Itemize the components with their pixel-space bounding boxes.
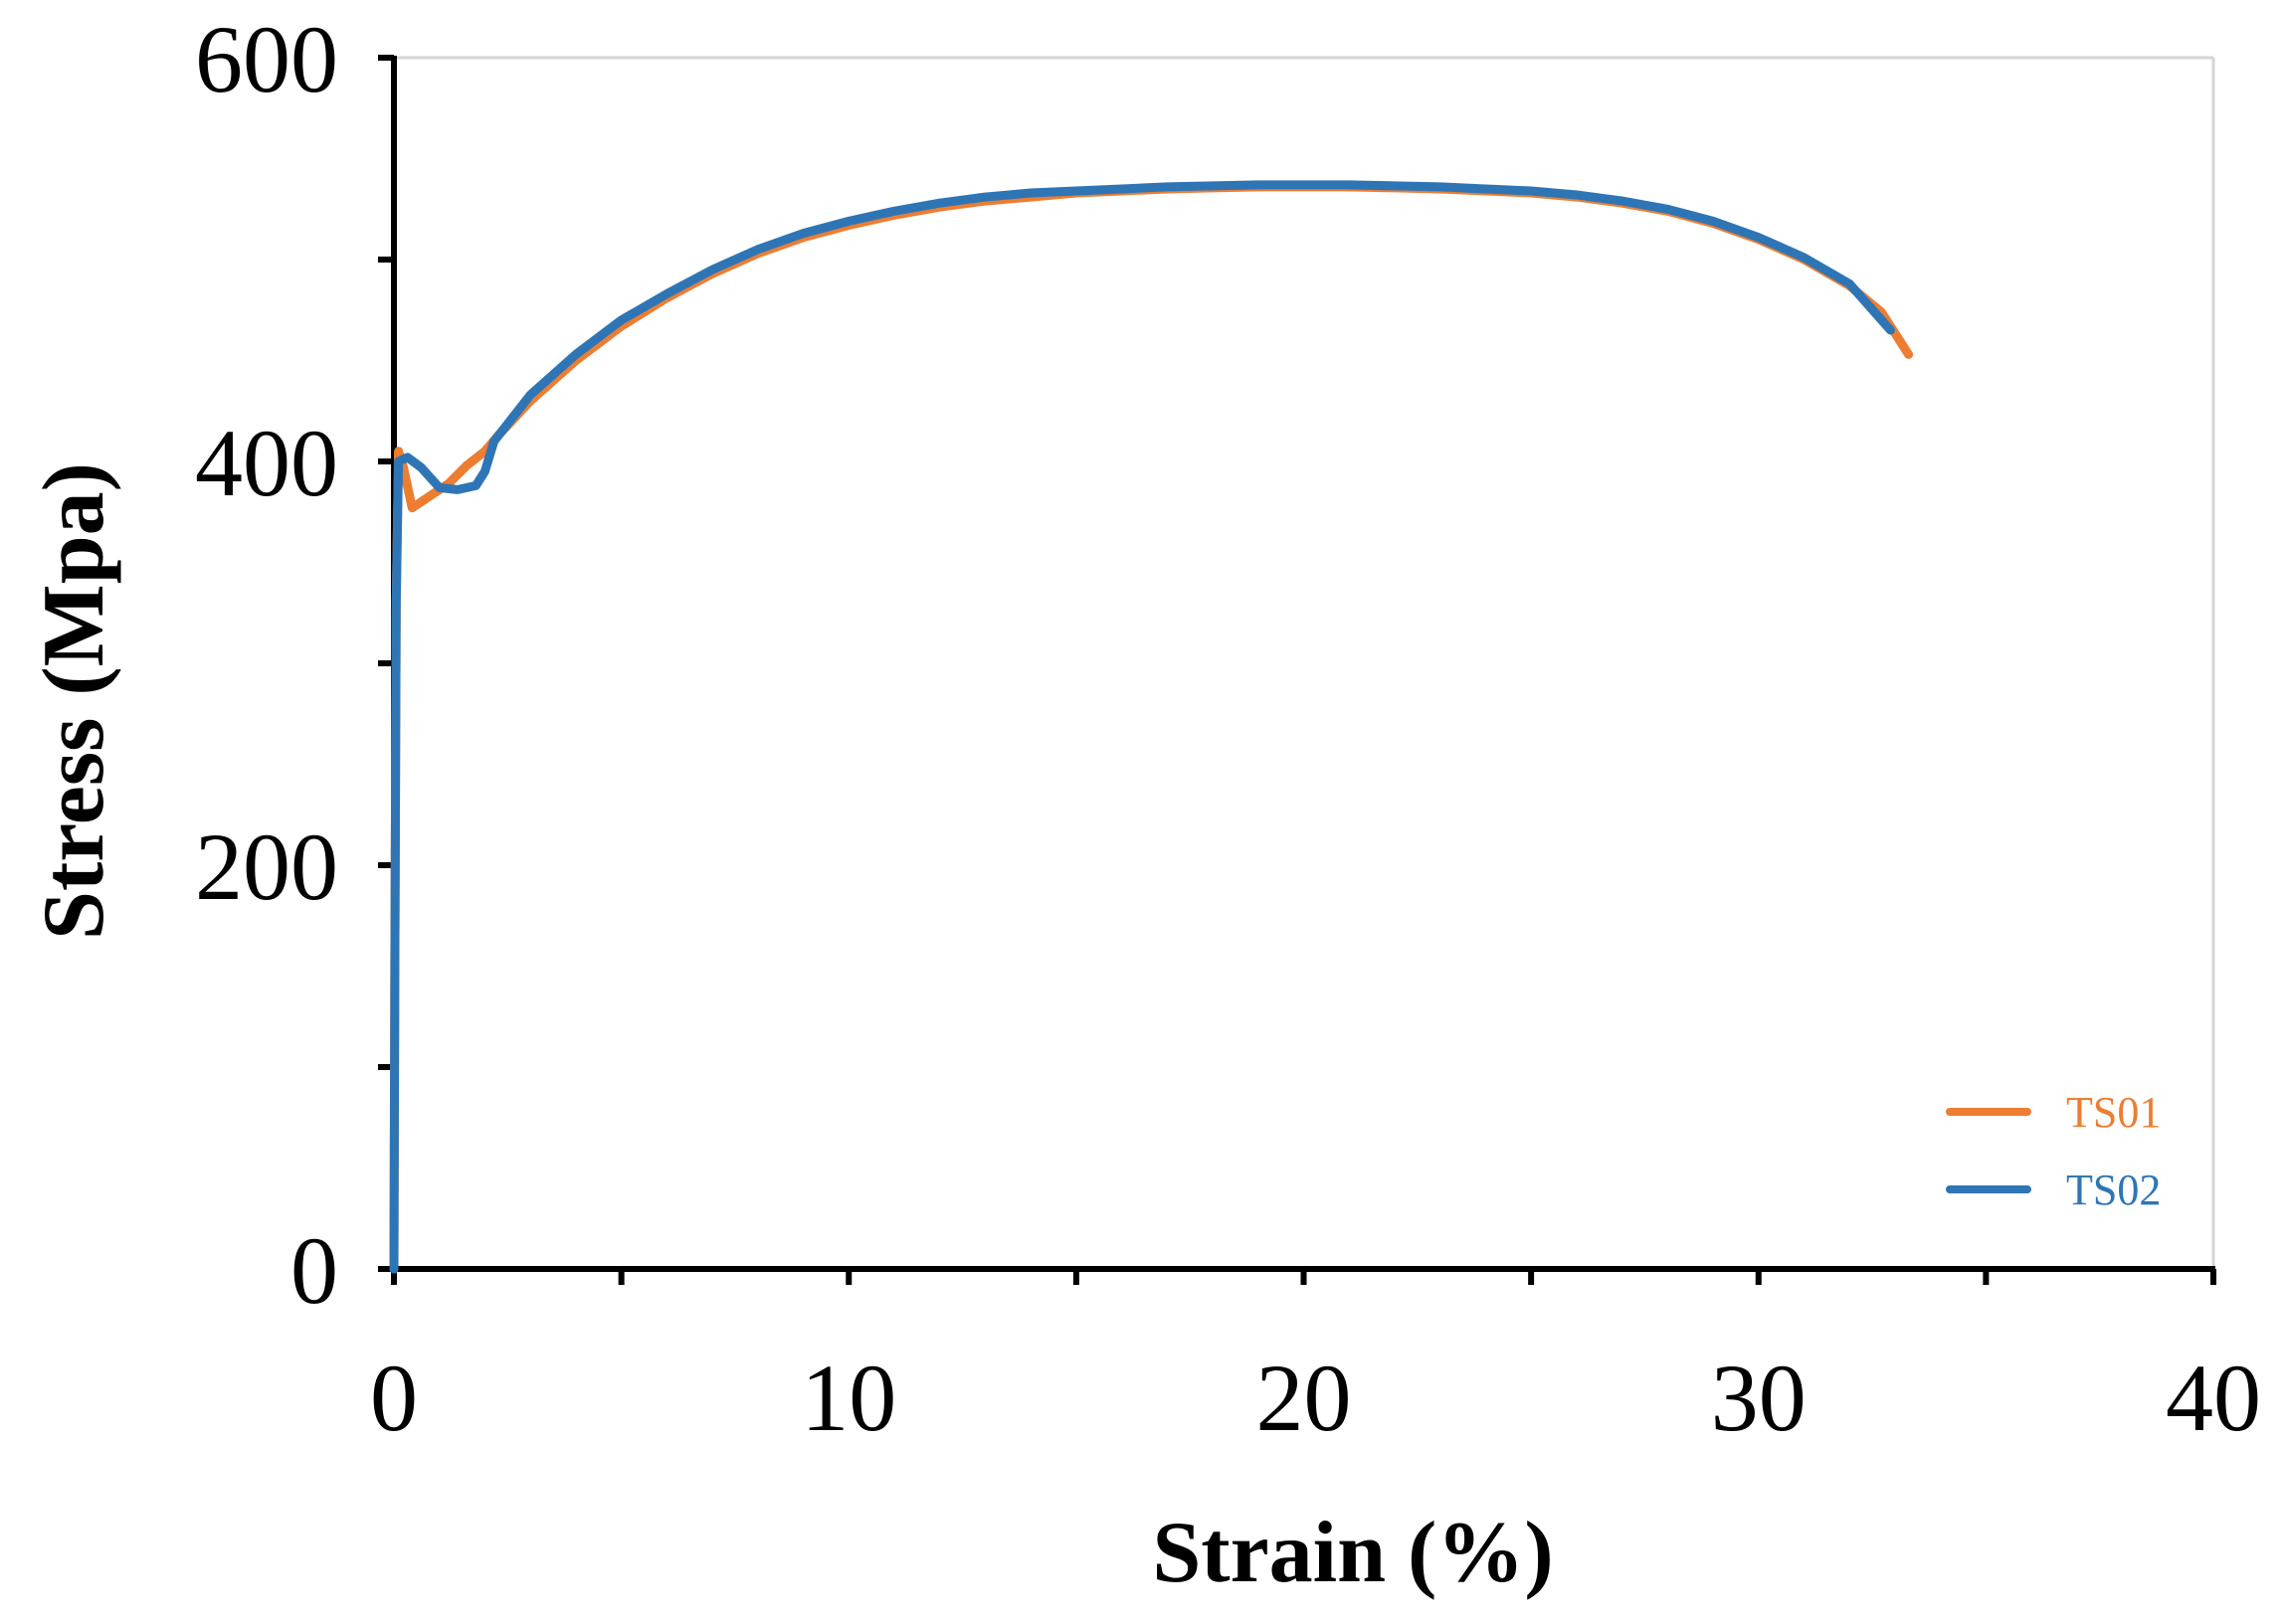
y-tick-label: 600 <box>195 6 338 112</box>
series-line-ts02 <box>389 180 1895 1274</box>
y-axis-title: Stress (Mpa) <box>26 462 122 940</box>
series-lines <box>389 180 1914 1274</box>
legend-label-ts01: TS01 <box>2066 1088 2161 1137</box>
y-tick-label: 400 <box>195 410 338 516</box>
legend: TS01 TS02 <box>1946 1088 2161 1214</box>
x-axis-title: Strain (%) <box>1152 1505 1553 1601</box>
x-tick-label: 10 <box>801 1345 896 1451</box>
series-line-ts01 <box>389 182 1914 1274</box>
x-tick-label: 40 <box>2166 1345 2261 1451</box>
legend-label-ts02: TS02 <box>2066 1166 2161 1214</box>
x-tick-label: 20 <box>1256 1345 1352 1451</box>
x-tick-label: 0 <box>370 1345 418 1451</box>
x-tick-label: 30 <box>1711 1345 1807 1451</box>
y-tick-label: 0 <box>290 1217 338 1324</box>
y-tick-label: 200 <box>195 813 338 920</box>
plot-frame <box>391 56 2215 1272</box>
